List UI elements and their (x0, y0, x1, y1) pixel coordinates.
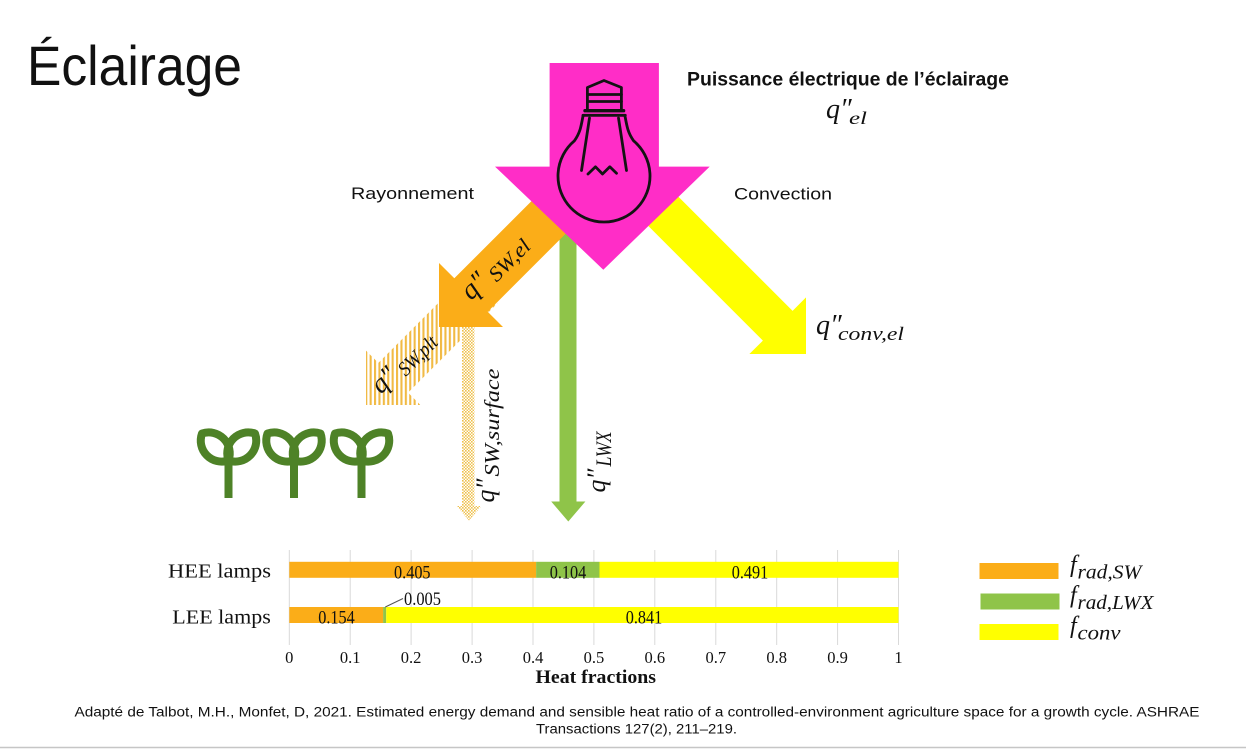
svg-text:0.9: 0.9 (827, 648, 848, 667)
svg-text:0.8: 0.8 (766, 648, 787, 667)
svg-text:0.4: 0.4 (523, 648, 544, 667)
svg-text:0.104: 0.104 (550, 564, 587, 584)
svg-text:q″: q″ (471, 478, 500, 503)
svg-text:conv: conv (1078, 623, 1121, 645)
svg-text:Puissance électrique de l’écla: Puissance électrique de l’éclairage (687, 70, 1009, 91)
svg-text:0.3: 0.3 (462, 648, 483, 667)
svg-text:Heat fractions: Heat fractions (536, 668, 657, 688)
svg-text:el: el (849, 108, 867, 128)
svg-text:0.1: 0.1 (340, 648, 361, 667)
svg-text:f: f (1070, 583, 1080, 609)
svg-text:Éclairage: Éclairage (27, 34, 242, 97)
svg-text:0.6: 0.6 (644, 648, 665, 667)
svg-text:HEE lamps: HEE lamps (168, 561, 271, 583)
svg-text:0.005: 0.005 (404, 590, 441, 610)
svg-text:0.5: 0.5 (584, 648, 605, 667)
svg-text:rad,LWX: rad,LWX (1078, 592, 1155, 614)
svg-text:1: 1 (894, 648, 902, 667)
svg-text:q″: q″ (816, 310, 842, 341)
svg-text:rad,SW: rad,SW (1078, 562, 1145, 584)
svg-text:0: 0 (285, 648, 293, 667)
svg-text:LWX: LWX (591, 430, 616, 467)
svg-text:Convection: Convection (734, 185, 832, 204)
svg-text:0.7: 0.7 (705, 648, 726, 667)
svg-text:q″: q″ (826, 94, 852, 125)
svg-text:Rayonnement: Rayonnement (351, 184, 474, 203)
svg-text:SW,surface: SW,surface (480, 368, 504, 477)
svg-text:Transactions 127(2), 211–219.: Transactions 127(2), 211–219. (536, 722, 737, 737)
svg-text:f: f (1070, 552, 1080, 578)
svg-text:0.405: 0.405 (394, 564, 431, 584)
svg-text:0.154: 0.154 (318, 609, 355, 629)
svg-text:0.491: 0.491 (732, 564, 769, 584)
svg-text:q″: q″ (582, 468, 611, 493)
svg-text:Adapté de Talbot, M.H., Monfet: Adapté de Talbot, M.H., Monfet, D, 2021.… (75, 705, 1200, 720)
svg-text:0.2: 0.2 (401, 648, 422, 667)
svg-text:f: f (1070, 613, 1080, 639)
svg-text:conv,el: conv,el (838, 324, 904, 345)
svg-text:0.841: 0.841 (626, 609, 663, 629)
svg-text:LEE lamps: LEE lamps (172, 607, 271, 629)
